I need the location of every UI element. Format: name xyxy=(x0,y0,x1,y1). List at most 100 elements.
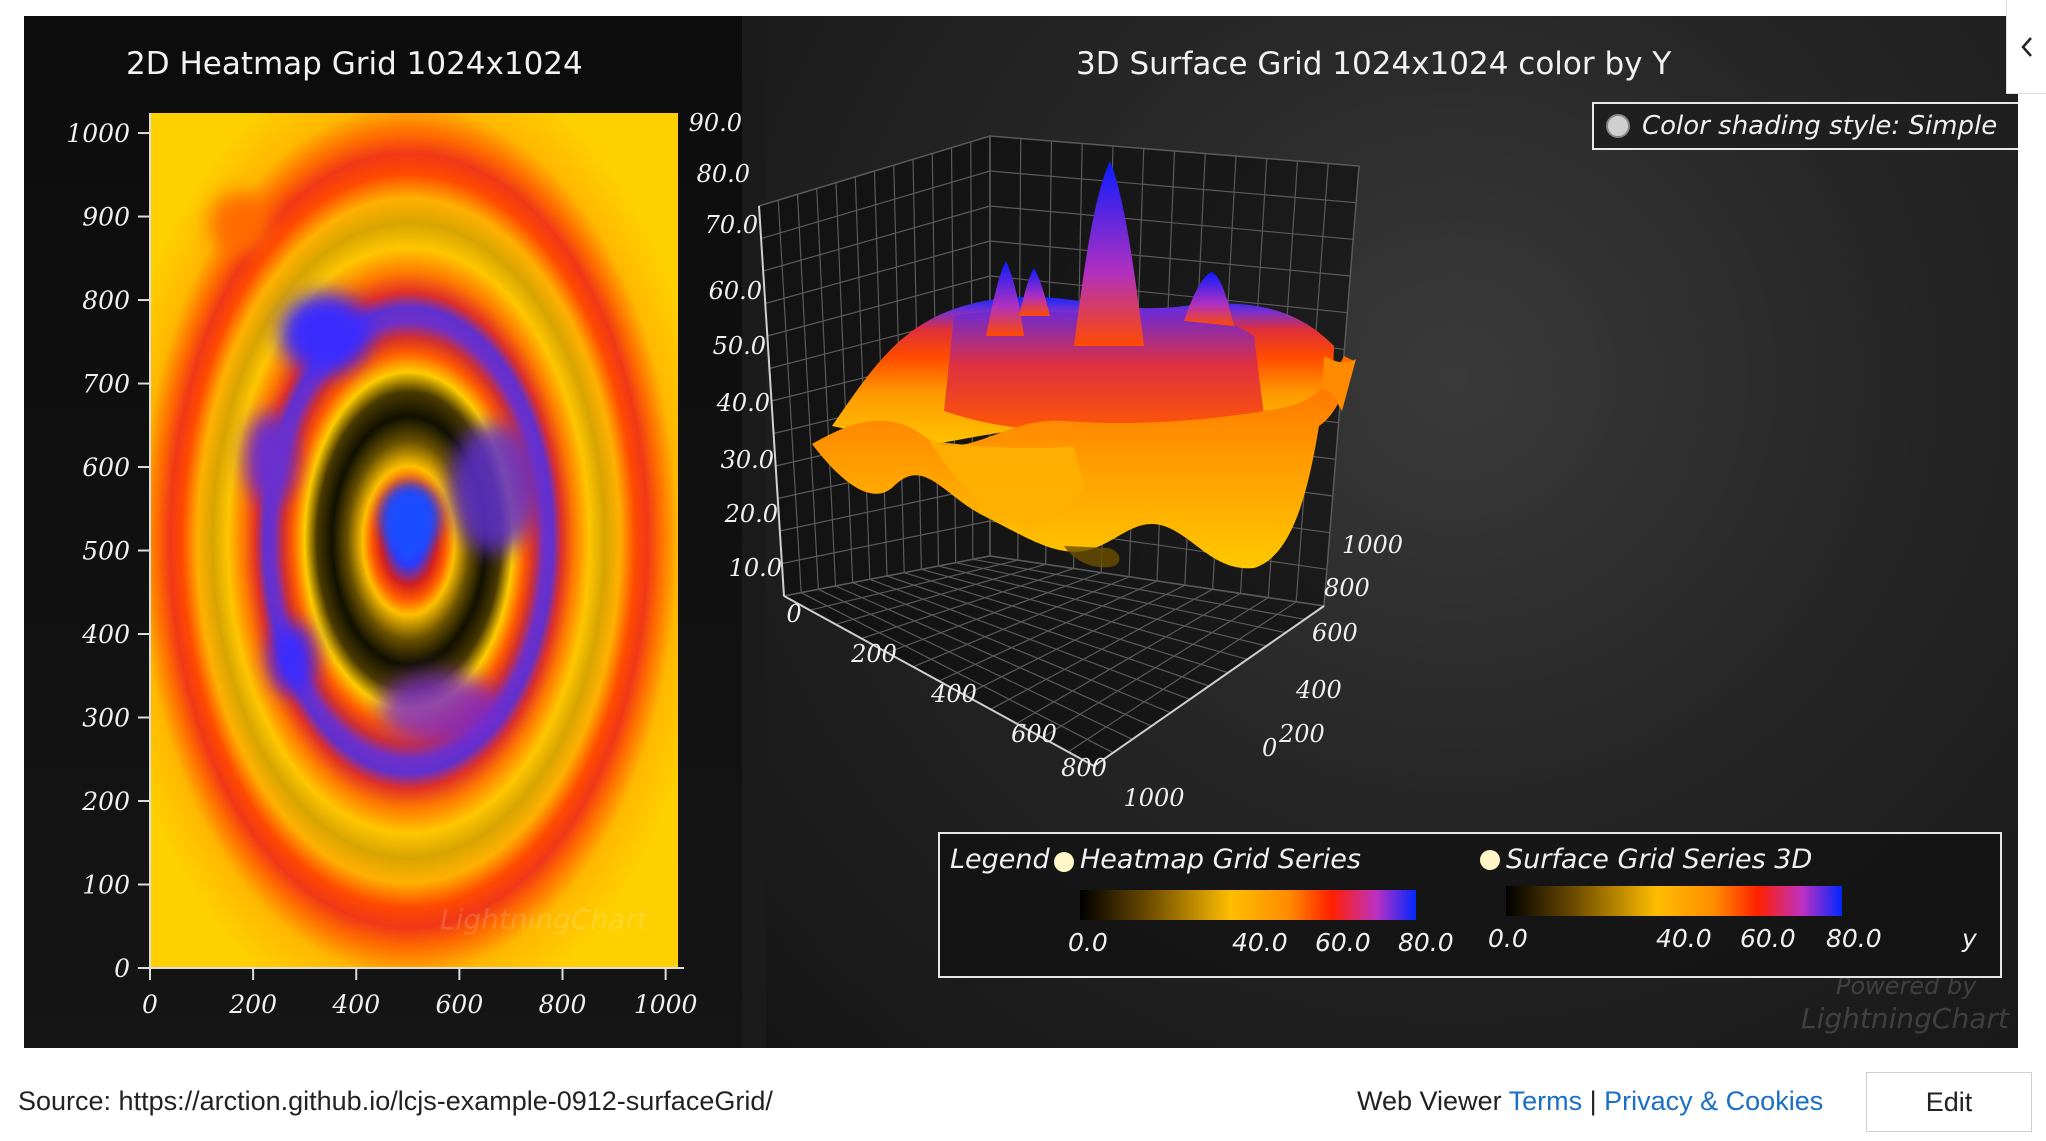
footer-bar xyxy=(0,1058,2046,1141)
chart-dashboard: 2D Heatmap Grid 1024x1024 LightningChart… xyxy=(24,16,2018,1048)
surface-x-tick-label: 200 xyxy=(850,640,897,668)
surface-y-tick-label: 70.0 xyxy=(705,211,758,239)
surface-z-tick-label: 800 xyxy=(1324,574,1370,602)
surface-x-tick-label: 1000 xyxy=(1123,784,1184,812)
surface-spike-left xyxy=(986,261,1024,336)
x-tick-label: 800 xyxy=(539,990,587,1019)
legend-colorbar-surface xyxy=(1506,886,1842,916)
shading-style-label: Color shading style: Simple xyxy=(1642,111,1998,141)
footer-separator: | xyxy=(1589,1086,1597,1116)
y-tick-label: 900 xyxy=(82,203,130,232)
color-shading-style-button[interactable]: Color shading style: Simple xyxy=(1592,102,2018,150)
surface-z-tick-label: 0 xyxy=(1262,734,1277,762)
web-viewer-label: Web Viewer xyxy=(1357,1086,1502,1116)
legend-entry-heatmap[interactable]: Heatmap Grid Series xyxy=(1080,844,1361,875)
surface-front xyxy=(812,356,1354,569)
heatmap-blob xyxy=(450,423,540,553)
legend-tick: 60.0 xyxy=(1315,928,1371,957)
heatmap-plot[interactable]: LightningChart xyxy=(150,113,678,968)
grid-line xyxy=(972,558,1305,620)
surface-y-tick-label: 10.0 xyxy=(729,554,782,582)
surface-right-edge xyxy=(1322,356,1356,411)
privacy-cookies-link[interactable]: Privacy & Cookies xyxy=(1604,1086,1824,1116)
x-tick-label: 400 xyxy=(331,990,380,1019)
panel-divider xyxy=(742,16,766,1048)
y-tick-label: 400 xyxy=(81,620,130,649)
source-url: Source: https://arction.github.io/lcjs-e… xyxy=(18,1086,773,1116)
legend-colorbar-heatmap xyxy=(1080,890,1416,920)
surface-y-tick-label: 50.0 xyxy=(713,332,766,360)
heatmap-title: 2D Heatmap Grid 1024x1024 xyxy=(126,46,583,82)
y-tick-label: 800 xyxy=(82,286,130,315)
surface-x-tick-label: 0 xyxy=(786,600,801,628)
surface-y-tick-label: 90.0 xyxy=(689,109,742,137)
y-tick-label: 500 xyxy=(82,537,130,566)
heatmap-blob xyxy=(380,673,500,743)
heatmap-blob xyxy=(210,193,270,253)
heatmap-blob xyxy=(380,483,440,553)
surface-spike-right xyxy=(1184,272,1234,326)
legend-tick: 60.0 xyxy=(1740,924,1796,953)
surface-y-tick-label: 20.0 xyxy=(724,500,778,528)
surface-left-valley xyxy=(929,441,1084,525)
surface-inner-ring xyxy=(944,309,1264,434)
surface-x-axis xyxy=(783,595,1095,767)
surface-y-axis xyxy=(758,205,785,597)
surface-title: 3D Surface Grid 1024x1024 color by Y xyxy=(1076,46,1672,82)
surface-y-tick-label: 80.0 xyxy=(697,160,750,188)
legend-tick: 80.0 xyxy=(1398,928,1454,957)
y-tick-label: 300 xyxy=(82,704,130,733)
terms-link[interactable]: Terms xyxy=(1508,1086,1583,1116)
x-tick-label: 600 xyxy=(436,990,484,1019)
x-tick-label: 200 xyxy=(228,990,277,1019)
heatmap-panel: 2D Heatmap Grid 1024x1024 LightningChart… xyxy=(24,16,742,1048)
grid-line xyxy=(1067,601,1297,753)
surface-z-axis xyxy=(1093,605,1325,767)
surface-spike-left2 xyxy=(1019,268,1050,316)
y-tick-label: 700 xyxy=(82,370,130,399)
surface-z-tick-label: 600 xyxy=(1312,619,1358,647)
heatmap-axes: 0 100 200 300 400 500 600 700 800 900 1000 0 200 400 6… xyxy=(66,113,698,1019)
grid-line xyxy=(1042,597,1269,739)
heatmap-watermark: LightningChart xyxy=(440,903,648,936)
heatmap-blob xyxy=(270,623,315,693)
y-tick-label: 100 xyxy=(82,871,130,900)
surface-y-tick-label: 40.0 xyxy=(716,389,770,417)
legend-dot-heatmap xyxy=(1054,852,1074,872)
surface-axis-labels: 10.020.030.040.050.060.070.080.090.00 200… xyxy=(689,109,1404,812)
heatmap-blob xyxy=(245,413,295,503)
surface-x-tick-label: 400 xyxy=(930,680,977,708)
surface-spike-center xyxy=(1074,161,1144,346)
legend-entry-surface[interactable]: Surface Grid Series 3D xyxy=(1506,844,1813,875)
legend-box[interactable]: Legend Heatmap Grid Series Surface Grid … xyxy=(938,832,2002,978)
chevron-left-icon xyxy=(2020,36,2032,57)
legend-title: Legend xyxy=(950,844,1050,875)
surface-z-tick-label: 1000 xyxy=(1342,531,1403,559)
collapse-panel-button[interactable] xyxy=(2006,0,2046,94)
surface-y-tick-label: 30.0 xyxy=(721,446,774,474)
surface-bottom-dip xyxy=(1064,546,1120,568)
surface-z-tick-label: 200 xyxy=(1278,720,1325,748)
surface-3d-plot[interactable]: 10.020.030.040.050.060.070.080.090.00 200… xyxy=(24,16,2018,1048)
legend-dot-surface xyxy=(1480,850,1500,870)
legend-tick: 40.0 xyxy=(1232,928,1288,957)
surface-x-tick-label: 800 xyxy=(1061,754,1107,782)
surface-watermark-line2: LightningChart xyxy=(1801,1002,2009,1035)
surface-y-tick-label: 60.0 xyxy=(709,277,762,305)
legend-tick: 0.0 xyxy=(1068,928,1108,957)
edit-button[interactable]: Edit xyxy=(1866,1072,2032,1132)
x-tick-label: 0 xyxy=(142,990,158,1019)
radio-icon xyxy=(1606,114,1630,138)
legend-tick: 40.0 xyxy=(1656,924,1712,953)
legend-tick: 0.0 xyxy=(1488,924,1528,953)
surface-z-tick-label: 400 xyxy=(1295,676,1342,704)
y-tick-label: 1000 xyxy=(66,119,130,148)
legend-tick: 80.0 xyxy=(1826,924,1882,953)
grid-line xyxy=(781,520,991,565)
x-tick-label: 1000 xyxy=(634,990,698,1019)
heatmap-blob xyxy=(280,293,370,373)
y-tick-label: 200 xyxy=(81,787,130,816)
surface-x-tick-label: 600 xyxy=(1011,720,1057,748)
y-tick-label: 600 xyxy=(82,453,130,482)
legend-axis-name: y xyxy=(1962,924,1977,953)
